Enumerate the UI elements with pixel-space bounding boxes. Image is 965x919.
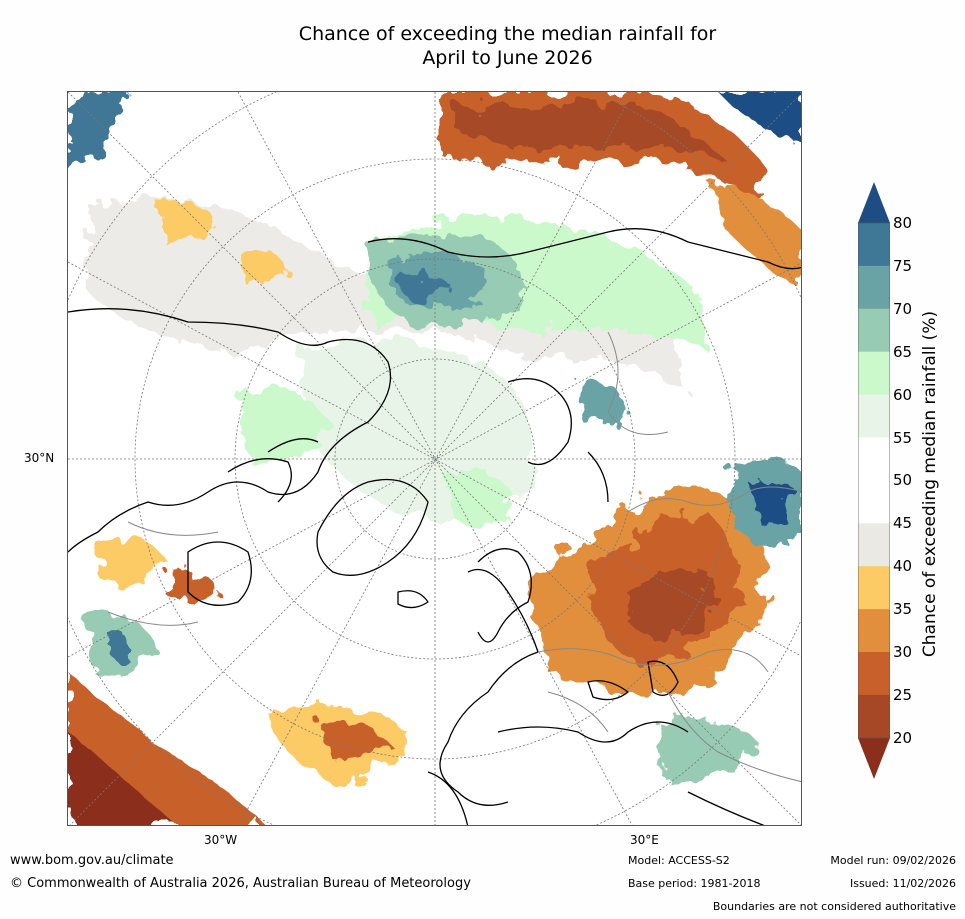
colorbar-tick-label: 20	[893, 728, 913, 747]
colorbar-segment	[858, 223, 890, 267]
colorbar-segment	[858, 609, 890, 653]
atlantic-wettest-region	[398, 273, 448, 304]
colorbar-outline	[858, 222, 890, 739]
africa-coast	[427, 771, 765, 825]
graticule-circle	[234, 258, 636, 660]
boundaries-disclaimer: Boundaries are not considered authoritat…	[712, 900, 956, 913]
europe-coast	[439, 568, 539, 806]
colorbar-segment	[858, 351, 890, 396]
northwest-wet-corner	[68, 92, 128, 172]
probability-fields	[68, 92, 801, 825]
siberia-coast	[507, 378, 609, 503]
greenland-coast	[316, 478, 429, 576]
south-drier-patch	[318, 721, 388, 761]
southwest-driest-arc	[68, 732, 176, 825]
colorbar-segment	[858, 437, 890, 481]
copyright-text: © Commonwealth of Australia 2026, Austra…	[10, 876, 471, 891]
colorbar-tick-label: 70	[893, 299, 913, 318]
colorbar-bottom-arrow	[858, 738, 890, 779]
model-run-date: Model run: 09/02/2026	[830, 854, 956, 867]
colorbar	[858, 182, 890, 779]
west-dry-patch-3	[98, 539, 168, 585]
colorbar-segments	[858, 223, 890, 739]
title-line-1: Chance of exceeding the median rainfall …	[298, 23, 717, 45]
mediterranean-coast	[497, 721, 689, 743]
colorbar-tick-label: 80	[893, 214, 913, 232]
graticule-circle	[134, 158, 736, 760]
base-period: Base period: 1981-2018	[628, 877, 761, 890]
title-line-2: April to June 2026	[422, 47, 593, 69]
canada-arctic-coast	[227, 438, 319, 503]
rainfall-map	[67, 91, 802, 826]
colorbar-segment	[858, 566, 890, 610]
arctic-green-patch-2	[448, 470, 518, 522]
colorbar-tick-label: 55	[893, 428, 913, 447]
west-wet-patch-2	[108, 631, 133, 660]
model-name: Model: ACCESS-S2	[628, 854, 730, 867]
caspian-coast	[647, 660, 679, 696]
border-line	[627, 486, 801, 513]
graticule-meridian	[68, 262, 801, 658]
colorbar-top-arrow	[858, 182, 890, 223]
asia-wet-patch-1	[658, 715, 758, 784]
eurasia-north-coast	[367, 228, 801, 270]
border-line	[607, 331, 669, 435]
longitude-label-east: 30°E	[630, 833, 659, 847]
graticule-circle	[334, 358, 536, 560]
coastlines	[68, 228, 801, 825]
west-dry-patch-2	[238, 249, 288, 286]
border-line	[547, 691, 801, 783]
border-line	[107, 521, 219, 626]
border-line	[537, 648, 769, 673]
colorbar-segment	[858, 394, 890, 438]
west-dry-patch-4	[168, 569, 218, 604]
north-america-coast	[68, 308, 392, 553]
latitude-label: 30°N	[24, 451, 55, 465]
issued-date: Issued: 11/02/2026	[849, 877, 956, 890]
scandinavia-coast	[477, 548, 532, 643]
colorbar-tick-label: 65	[893, 342, 913, 361]
west-dry-patch-1	[158, 199, 218, 245]
eurasia-driest-region	[628, 569, 711, 638]
northeast-wet-corner	[718, 92, 801, 142]
graticule	[68, 92, 801, 825]
colorbar-segment	[858, 308, 890, 353]
graticule-meridian	[69, 93, 801, 825]
colorbar-segment	[858, 265, 890, 310]
colorbar-tick-label: 30	[893, 643, 913, 661]
colorbar-tick-label: 40	[893, 557, 913, 576]
colorbar-tick-label: 75	[893, 256, 913, 275]
colorbar-segment	[858, 523, 890, 567]
colorbar-segment	[858, 480, 890, 524]
colorbar-segment	[858, 652, 890, 696]
northeast-dry-patch	[708, 182, 801, 291]
graticule-meridian	[68, 92, 801, 825]
hudson-bay-coast	[187, 541, 252, 606]
colorbar-tick-label: 25	[893, 685, 913, 704]
colorbar-tick-label: 45	[893, 514, 913, 533]
map-canvas	[68, 92, 801, 825]
black-sea-coast	[587, 680, 629, 701]
website-link[interactable]: www.bom.gov.au/climate	[10, 853, 174, 868]
colorbar-tick-label: 50	[893, 471, 913, 490]
siberia-wettest-region	[748, 478, 793, 527]
map-title: Chance of exceeding the median rainfall …	[0, 22, 965, 70]
iceland-coast	[397, 590, 429, 609]
colorbar-title: Chance of exceeding median rainfall (%)	[920, 310, 940, 658]
colorbar-tick-label: 35	[893, 600, 913, 619]
country-borders	[107, 331, 801, 783]
arctic-green-patch	[238, 386, 328, 464]
colorbar-tick-label: 60	[893, 385, 913, 404]
northern-very-dry-band	[458, 102, 728, 162]
longitude-label-west: 30°W	[204, 833, 238, 847]
colorbar-segment	[858, 694, 890, 739]
